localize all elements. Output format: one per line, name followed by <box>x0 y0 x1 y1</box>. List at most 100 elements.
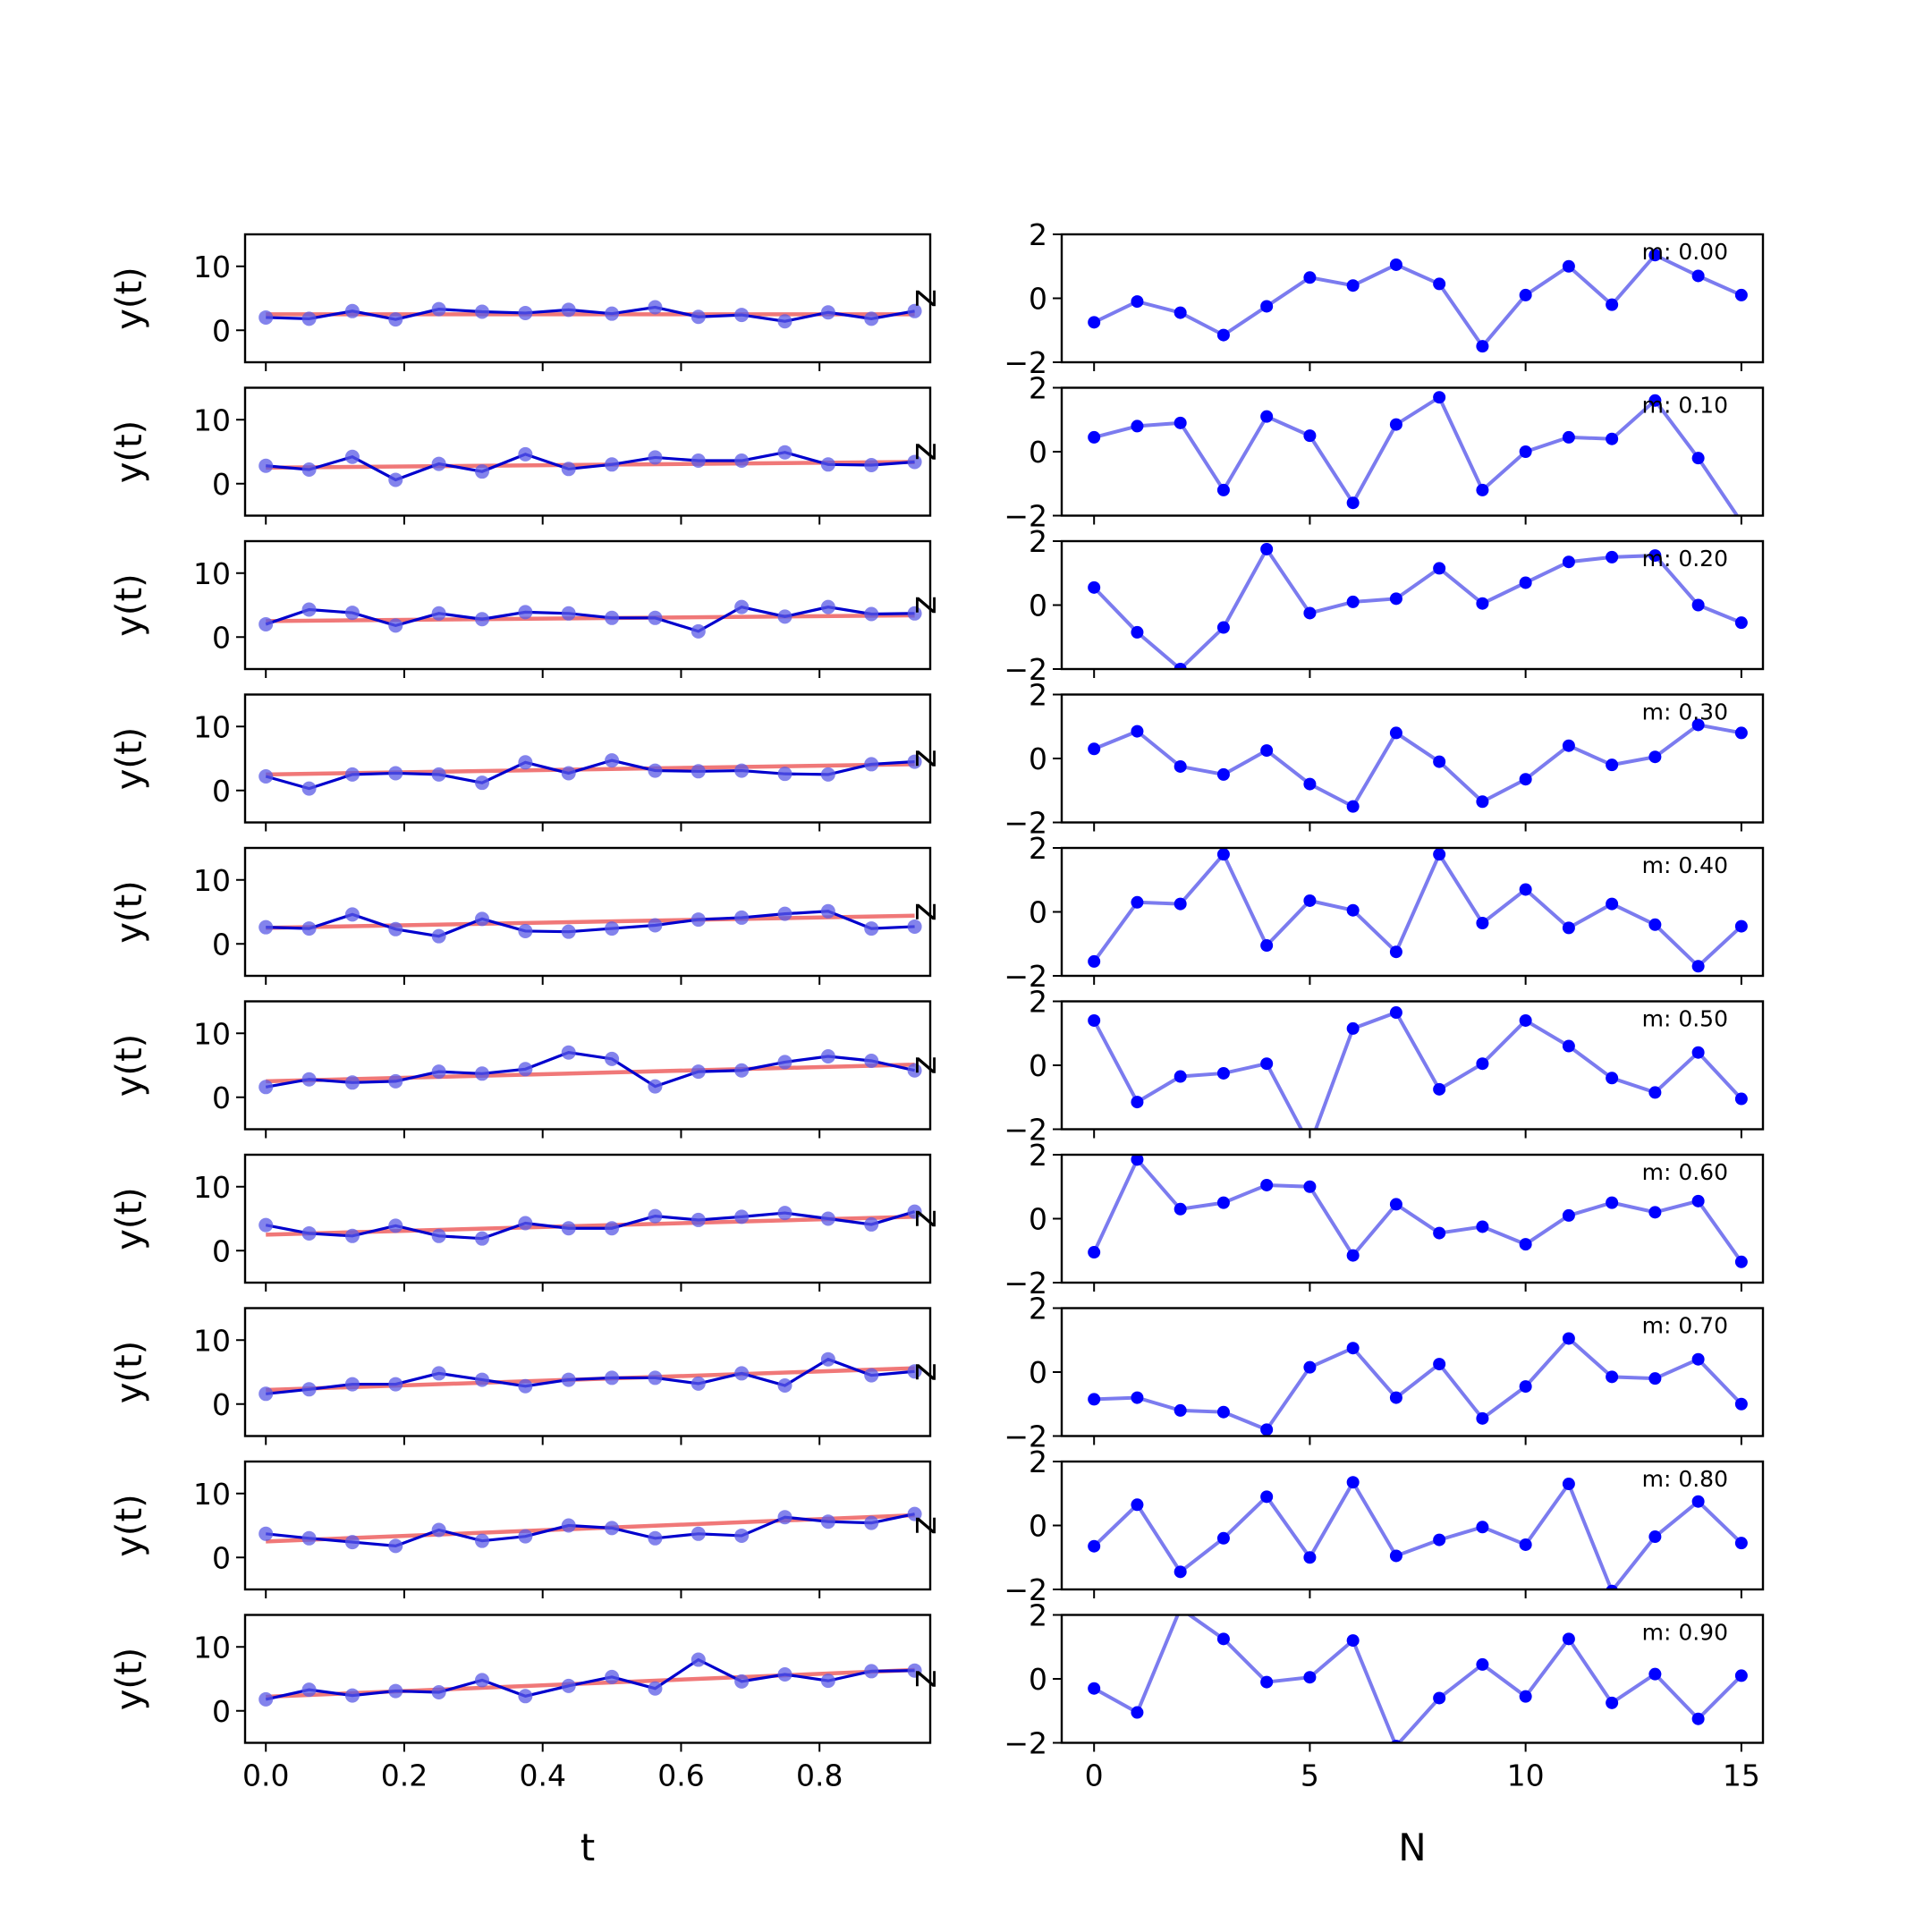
data-line <box>266 451 915 482</box>
y-tick-label: 2 <box>1029 1598 1047 1633</box>
z-point <box>1260 542 1274 555</box>
data-point <box>734 1674 750 1689</box>
data-point <box>605 1221 620 1236</box>
data-point <box>431 1522 446 1538</box>
data-point <box>691 309 706 325</box>
z-point <box>1174 663 1187 669</box>
z-point <box>1606 897 1619 911</box>
data-point <box>734 1366 750 1381</box>
y-tick-label: 0 <box>212 313 231 348</box>
data-point <box>258 309 274 325</box>
data-point <box>258 1386 274 1402</box>
z-point <box>1519 1380 1532 1394</box>
data-point <box>820 1211 835 1226</box>
z-axis-label: z <box>903 596 945 614</box>
z-series-line <box>1092 1479 1743 1589</box>
z-point <box>1131 1498 1144 1512</box>
data-line <box>266 910 915 938</box>
y-tick-label: 0 <box>212 1387 231 1422</box>
y-tick-label: −2 <box>1004 1113 1047 1148</box>
y-tick-label: 0 <box>212 774 231 809</box>
z-axis-label: z <box>903 443 945 462</box>
data-point <box>691 1526 706 1541</box>
y-tick-label: 2 <box>1029 1138 1047 1173</box>
data-point <box>864 1664 879 1679</box>
left-panel-frame <box>243 1614 932 1744</box>
data-point <box>518 1529 533 1544</box>
series-label: m: 0.40 <box>1642 852 1728 878</box>
data-point <box>388 921 403 936</box>
z-point <box>1346 1342 1360 1355</box>
y-tick-label: 10 <box>193 1477 231 1512</box>
right-panel-7: m: 0.60 −2 0 2 z <box>903 1138 1765 1301</box>
y-axis-label: y(t) <box>109 267 150 330</box>
z-point <box>1476 1057 1489 1071</box>
data-point <box>518 755 533 770</box>
data-point <box>820 1048 835 1063</box>
y-tick-label: 0 <box>212 1233 231 1268</box>
z-axis-label: z <box>903 1209 945 1228</box>
z-point <box>1303 271 1317 284</box>
y-tick-label: −2 <box>1004 652 1047 687</box>
data-point <box>258 1526 274 1541</box>
data-point <box>907 303 922 318</box>
z-point <box>1648 750 1662 764</box>
left-plot-area <box>258 1352 922 1402</box>
data-point <box>388 472 403 487</box>
z-point <box>1648 1206 1662 1219</box>
data-point <box>344 767 360 782</box>
z-point <box>1476 340 1489 353</box>
y-tick-label: 10 <box>193 402 231 437</box>
z-point <box>1346 595 1360 608</box>
z-point <box>1174 1070 1187 1083</box>
data-point <box>907 606 922 621</box>
z-point <box>1131 419 1144 433</box>
data-point <box>777 609 792 624</box>
z-point <box>1389 258 1402 271</box>
y-tick-label: 0 <box>212 467 231 502</box>
left-panel-3: 0 10 y(t) <box>109 539 932 678</box>
z-point <box>1131 895 1144 909</box>
series-label: m: 0.10 <box>1642 393 1728 419</box>
data-point <box>388 1538 403 1554</box>
z-point <box>1088 580 1101 594</box>
z-point <box>1606 1370 1619 1384</box>
left-column: 0 10 y(t) 0 10 y(t) 0 10 y(t) 0 10 y(t) 0 10 y(t) 0 10 y(… <box>109 233 932 1793</box>
z-point <box>1648 1086 1662 1099</box>
data-point <box>864 606 879 622</box>
right-panel-9: m: 0.80 −2 0 2 z <box>903 1445 1765 1607</box>
z-point <box>1734 1255 1748 1268</box>
data-point <box>777 314 792 329</box>
z-point <box>1606 298 1619 311</box>
z-point <box>1519 1538 1532 1551</box>
data-point <box>344 1377 360 1392</box>
data-point <box>475 911 490 927</box>
z-point <box>1260 939 1274 953</box>
data-point <box>258 1217 274 1233</box>
y-tick-label: 0 <box>1029 282 1047 317</box>
left-plot-area <box>258 903 922 944</box>
z-point <box>1174 1565 1187 1579</box>
data-point <box>301 921 317 936</box>
z-point <box>1734 1537 1748 1550</box>
data-point <box>648 450 663 465</box>
data-point <box>734 453 750 469</box>
series-label: m: 0.50 <box>1642 1006 1728 1032</box>
y-tick-label: 0 <box>212 1080 231 1115</box>
y-tick-label: 0 <box>212 927 231 962</box>
y-axis-label: y(t) <box>109 1648 150 1711</box>
z-point <box>1216 767 1230 781</box>
y-tick-label: 0 <box>212 1540 231 1575</box>
z-point <box>1606 1196 1619 1209</box>
z-series-line <box>1094 1335 1743 1432</box>
left-panel-2: 0 10 y(t) <box>109 386 932 525</box>
data-point <box>431 767 446 782</box>
left-panel-10: 0 10 0.0 0.2 0.4 0.6 0.8 y(t) <box>109 1614 932 1793</box>
data-point <box>864 921 879 936</box>
left-panel-frame <box>243 233 932 364</box>
data-point <box>344 1075 360 1090</box>
y-tick-label: 0 <box>1029 1662 1047 1697</box>
y-axis-label: y(t) <box>109 727 150 791</box>
data-point <box>820 1674 835 1689</box>
